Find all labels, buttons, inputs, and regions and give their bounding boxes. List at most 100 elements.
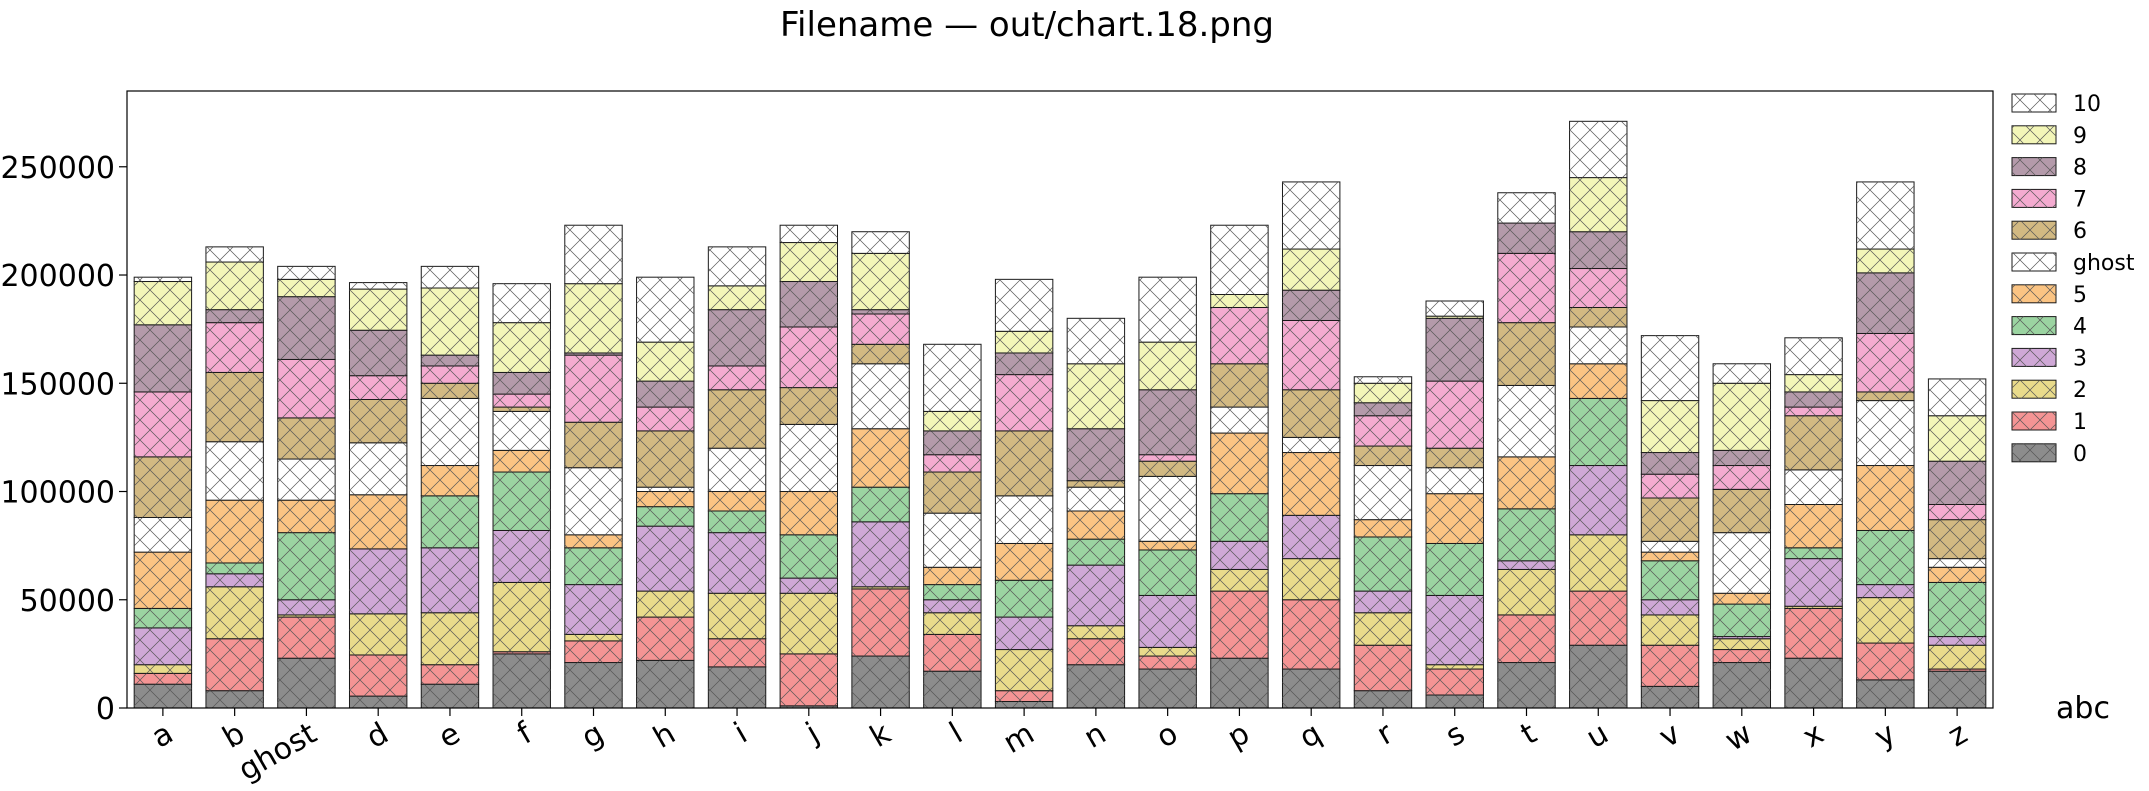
y-tick-label: 250000 bbox=[0, 151, 115, 186]
bar-i-series-5 bbox=[707, 491, 767, 512]
bar-r-series-1 bbox=[1353, 644, 1413, 692]
bar-u-series-2 bbox=[1569, 534, 1628, 592]
bar-p-series-4 bbox=[1210, 493, 1269, 542]
bar-t-series-10 bbox=[1497, 192, 1556, 224]
legend-label: 0 bbox=[2073, 442, 2087, 467]
bar-z-series-5 bbox=[1927, 566, 1987, 583]
bar-k-series-10 bbox=[851, 231, 910, 254]
bar-g-series-3 bbox=[564, 584, 623, 635]
bar-s-series-4 bbox=[1425, 542, 1484, 596]
y-axis: 0 50000 100000 150000 200000 250000 bbox=[0, 151, 127, 727]
bar-ghost-series-4 bbox=[277, 532, 336, 601]
bar-f-series-5 bbox=[492, 449, 551, 473]
bar-v-series-4 bbox=[1640, 560, 1700, 601]
bar-n-series-ghost bbox=[1066, 486, 1126, 512]
bar-h-series-ghost bbox=[636, 486, 695, 493]
bar-v-series-ghost bbox=[1640, 540, 1700, 553]
bar-e-series-4 bbox=[420, 495, 480, 549]
bar-s-series-0 bbox=[1425, 694, 1484, 709]
bar-e-series-5 bbox=[420, 465, 480, 497]
legend-label: 2 bbox=[2073, 378, 2087, 403]
bar-b-series-8 bbox=[205, 309, 264, 324]
bar-p-series-ghost bbox=[1210, 406, 1269, 434]
bar-ghost-series-9 bbox=[277, 278, 336, 298]
bar-s-series-1 bbox=[1425, 668, 1484, 696]
bar-k-series-ghost bbox=[851, 363, 910, 430]
y-tick-label: 100000 bbox=[0, 476, 115, 511]
bar-r-series-ghost bbox=[1353, 465, 1413, 521]
bar-t-series-1 bbox=[1497, 614, 1556, 664]
x-tick-label: p bbox=[1222, 716, 1256, 756]
bar-x-series-10 bbox=[1784, 337, 1843, 376]
bar-o-series-7 bbox=[1138, 454, 1197, 462]
bar-t-series-8 bbox=[1497, 222, 1556, 254]
x-tick-label: x bbox=[1797, 716, 1830, 755]
bar-f-series-4 bbox=[492, 471, 551, 531]
bar-a-series-5 bbox=[133, 551, 193, 609]
x-tick-label: j bbox=[799, 716, 825, 751]
bar-x-series-4 bbox=[1784, 547, 1843, 560]
bar-p-series-0 bbox=[1210, 657, 1269, 709]
bars-layer bbox=[133, 120, 1987, 709]
bar-ghost-series-0 bbox=[277, 657, 336, 709]
x-tick-label: w bbox=[1719, 716, 1758, 759]
bar-b-series-1 bbox=[205, 638, 264, 692]
bar-v-series-6 bbox=[1640, 497, 1700, 542]
bar-j-series-6 bbox=[779, 387, 839, 425]
bar-q-series-7 bbox=[1281, 319, 1341, 391]
bar-y-series-1 bbox=[1856, 642, 1915, 681]
bar-x-series-7 bbox=[1784, 406, 1843, 417]
bar-r-series-6 bbox=[1353, 445, 1413, 467]
bar-m-series-ghost bbox=[994, 495, 1054, 544]
bar-g-series-1 bbox=[564, 640, 623, 664]
x-tick-label: i bbox=[729, 716, 754, 750]
x-tick-label: m bbox=[998, 716, 1041, 761]
bar-x-series-5 bbox=[1784, 503, 1843, 549]
bar-y-series-10 bbox=[1856, 181, 1915, 250]
bar-m-series-5 bbox=[994, 542, 1054, 581]
bar-t-series-0 bbox=[1497, 662, 1556, 709]
bar-x-series-ghost bbox=[1784, 469, 1843, 505]
bar-y-series-5 bbox=[1856, 465, 1915, 531]
bar-w-series-9 bbox=[1712, 382, 1772, 451]
bar-x-series-0 bbox=[1784, 657, 1843, 709]
bar-q-series-10 bbox=[1281, 181, 1341, 250]
bar-u-series-8 bbox=[1569, 231, 1628, 270]
bar-y-series-9 bbox=[1856, 248, 1915, 274]
bar-l-series-6 bbox=[923, 471, 982, 514]
bar-u-series-0 bbox=[1569, 644, 1628, 709]
bar-r-series-9 bbox=[1353, 382, 1413, 404]
x-tick-label: o bbox=[1151, 716, 1184, 755]
bar-s-series-7 bbox=[1425, 380, 1484, 449]
bar-y-series-2 bbox=[1856, 597, 1915, 644]
bar-o-series-0 bbox=[1138, 668, 1197, 709]
bar-m-series-2 bbox=[994, 649, 1054, 692]
bar-l-series-0 bbox=[923, 670, 982, 709]
bar-t-series-7 bbox=[1497, 252, 1556, 324]
bar-j-series-ghost bbox=[779, 423, 839, 493]
bar-j-series-8 bbox=[779, 281, 839, 328]
bar-o-series-ghost bbox=[1138, 475, 1197, 542]
bar-v-series-7 bbox=[1640, 473, 1700, 499]
bar-h-series-4 bbox=[636, 506, 695, 527]
bar-g-series-5 bbox=[564, 534, 623, 549]
bar-n-series-2 bbox=[1066, 625, 1126, 640]
bar-k-series-4 bbox=[851, 486, 910, 523]
bar-n-series-8 bbox=[1066, 428, 1126, 482]
bar-a-series-3 bbox=[133, 627, 193, 666]
bar-s-series-10 bbox=[1425, 300, 1484, 317]
bar-z-series-4 bbox=[1927, 581, 1987, 638]
bar-e-series-2 bbox=[420, 612, 480, 666]
bar-s-series-8 bbox=[1425, 317, 1484, 382]
bar-a-series-8 bbox=[133, 324, 193, 393]
bar-v-series-2 bbox=[1640, 614, 1700, 646]
legend-entry-7: 7 bbox=[2011, 187, 2087, 212]
bar-j-series-9 bbox=[779, 242, 839, 283]
x-tick-label: k bbox=[864, 716, 897, 755]
bar-v-series-0 bbox=[1640, 685, 1700, 709]
bar-l-series-4 bbox=[923, 584, 982, 601]
bar-a-series-6 bbox=[133, 456, 193, 518]
bar-y-series-ghost bbox=[1856, 400, 1915, 467]
bar-f-series-10 bbox=[492, 283, 551, 324]
bar-i-series-9 bbox=[707, 285, 767, 311]
